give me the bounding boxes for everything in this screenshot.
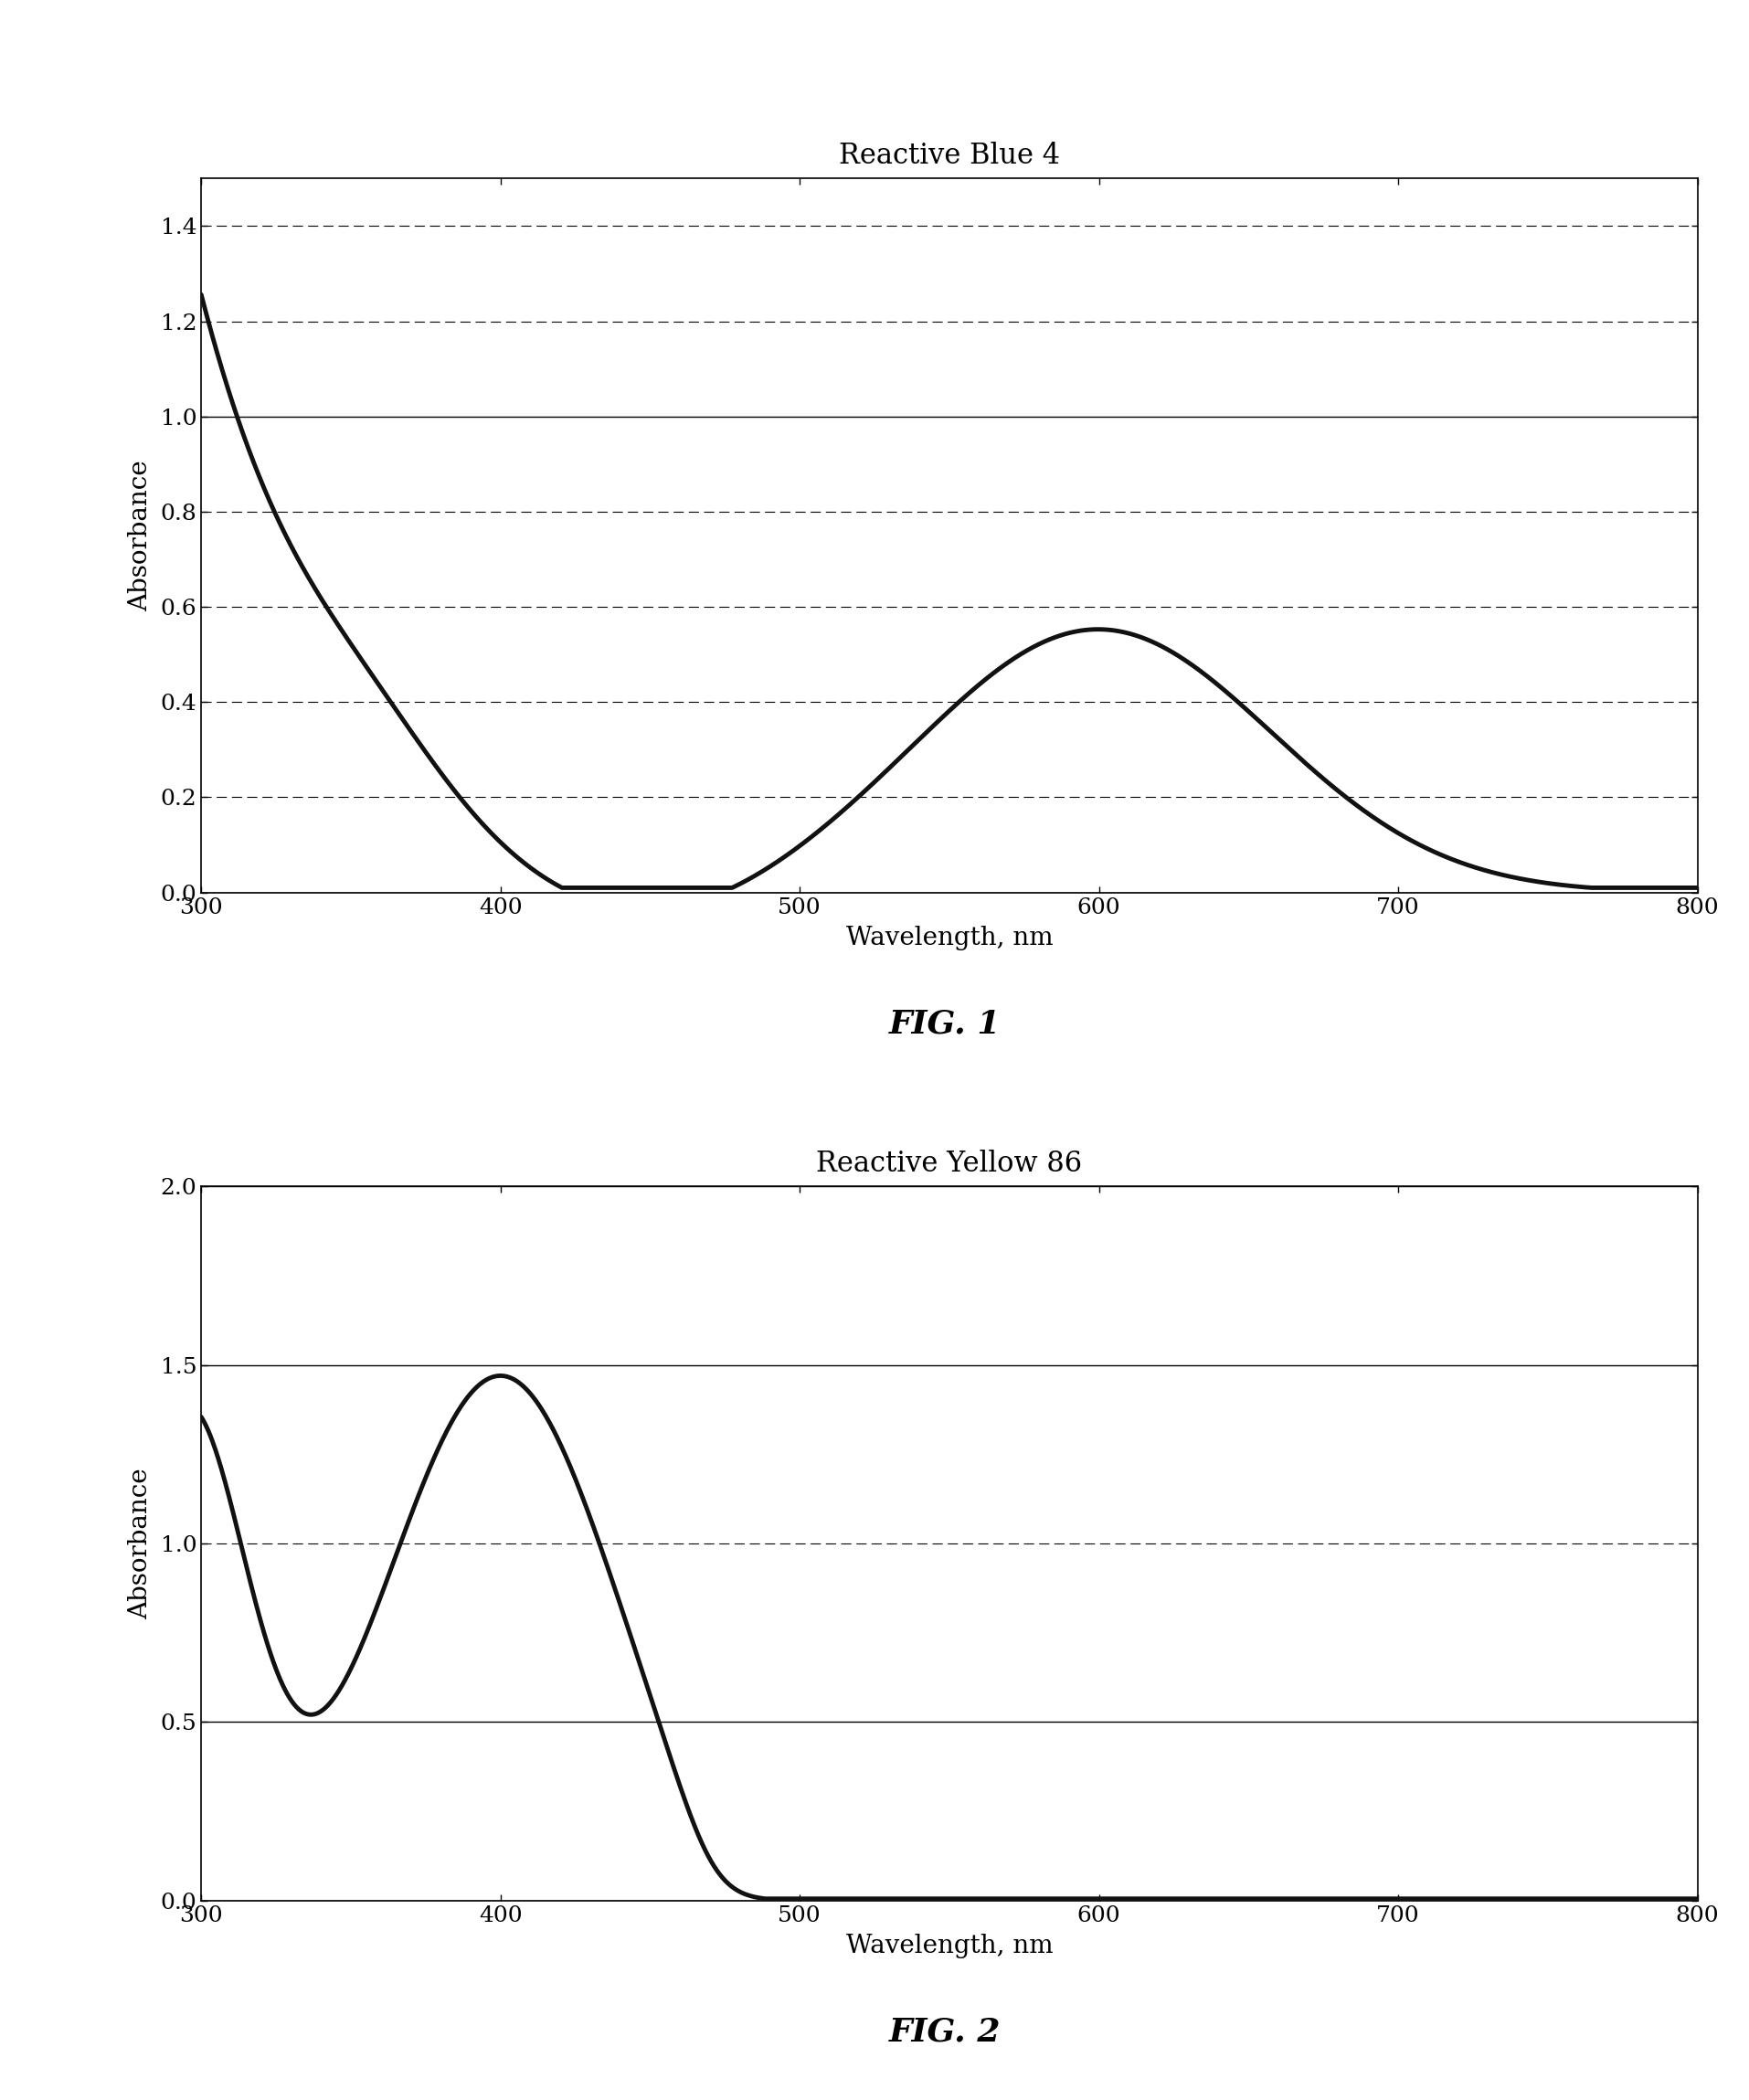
Title: Reactive Yellow 86: Reactive Yellow 86 xyxy=(815,1149,1083,1178)
Text: FIG. 1: FIG. 1 xyxy=(888,1008,1000,1040)
Y-axis label: Absorbance: Absorbance xyxy=(128,460,152,611)
Y-axis label: Absorbance: Absorbance xyxy=(128,1468,152,1619)
Text: FIG. 2: FIG. 2 xyxy=(888,2016,1000,2048)
X-axis label: Wavelength, nm: Wavelength, nm xyxy=(845,926,1053,949)
X-axis label: Wavelength, nm: Wavelength, nm xyxy=(845,1934,1053,1957)
Title: Reactive Blue 4: Reactive Blue 4 xyxy=(838,141,1060,170)
